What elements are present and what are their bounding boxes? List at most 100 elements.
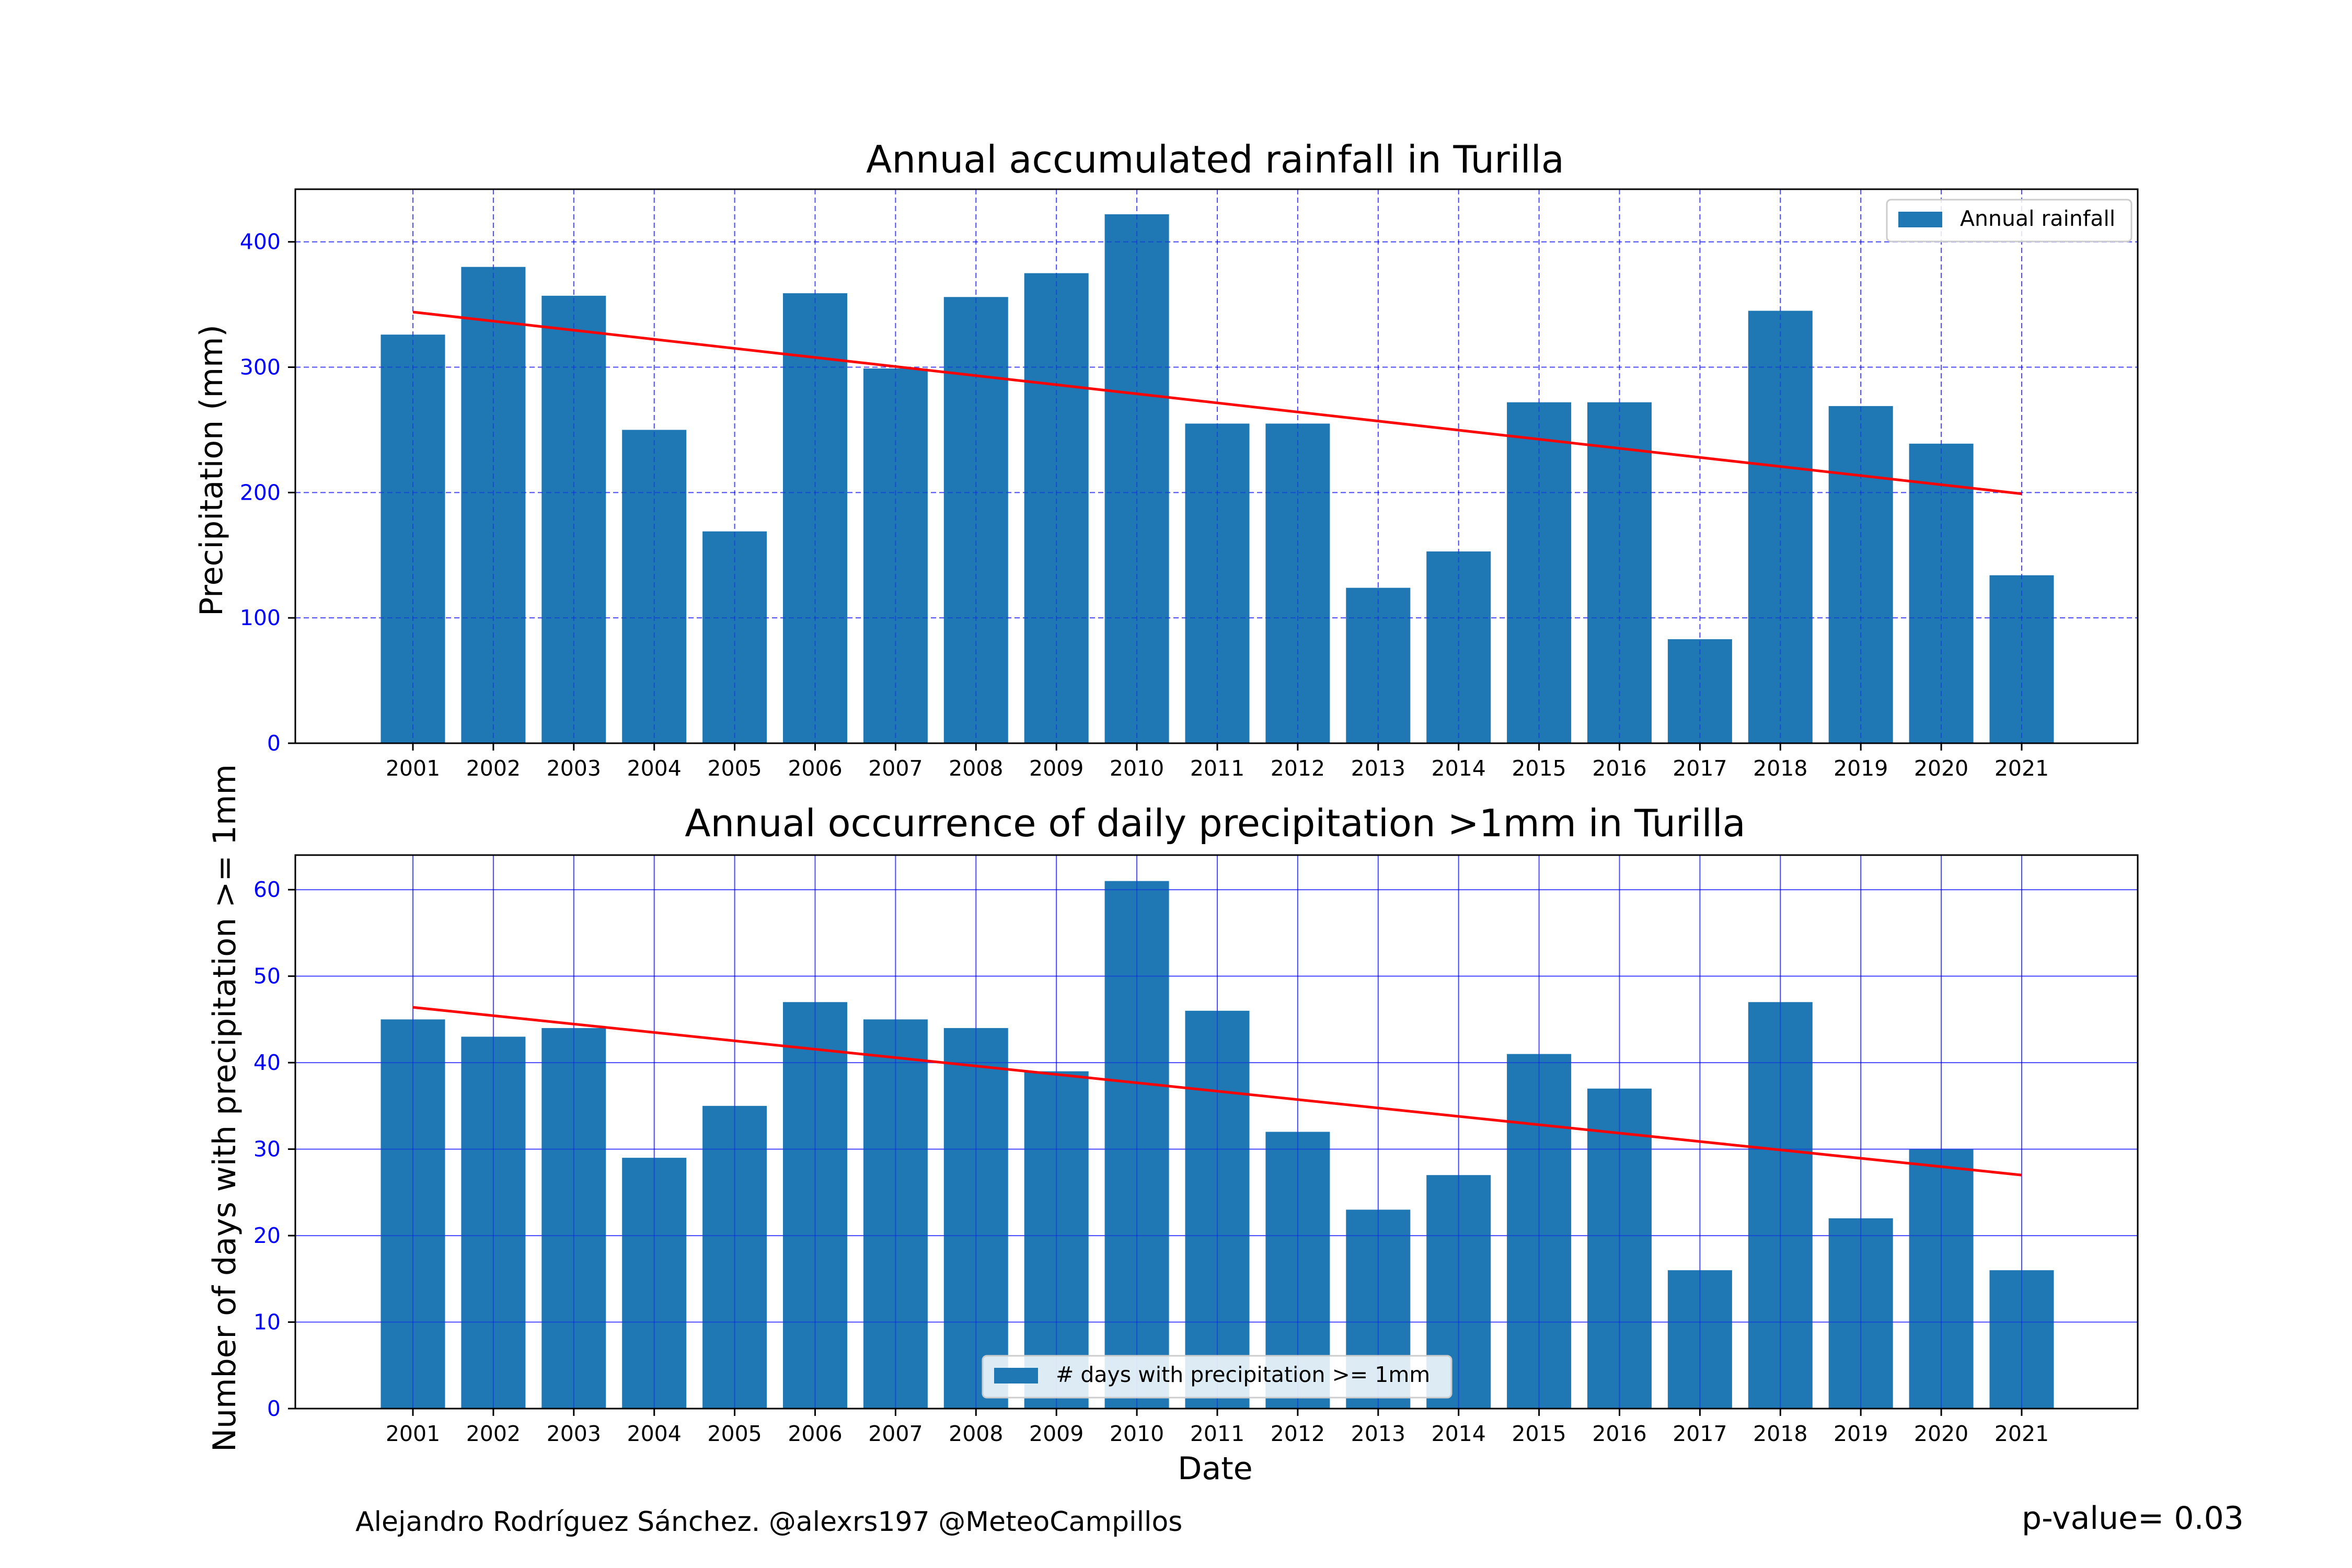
days-bar [622, 1158, 687, 1409]
rainfall-xtick-label: 2011 [1190, 756, 1244, 781]
days-ytick-label: 50 [253, 964, 281, 989]
days-xtick-label: 2008 [949, 1421, 1003, 1446]
rainfall-xtick-label: 2005 [707, 756, 762, 781]
rainfall-xtick-label: 2008 [949, 756, 1003, 781]
days-bar [541, 1028, 606, 1409]
days-ytick-label: 60 [253, 877, 281, 902]
rainfall-bar [1667, 639, 1732, 743]
days-xlabel: Date [1178, 1450, 1252, 1487]
days-bar [863, 1019, 928, 1409]
rainfall-ylabel: Precipitation (mm) [193, 325, 230, 616]
rainfall-xtick-label: 2009 [1029, 756, 1083, 781]
days-xtick-label: 2003 [547, 1421, 601, 1446]
days-bar [1828, 1218, 1893, 1409]
author-credit: Alejandro Rodríguez Sánchez. @alexrs197 … [355, 1506, 1183, 1538]
days-xtick-label: 2018 [1753, 1421, 1807, 1446]
days-trend-line [412, 1006, 2022, 1177]
days-ylabel: Number of days with precipitation >= 1mm [206, 764, 243, 1452]
rainfall-ytick-label: 300 [240, 355, 281, 380]
days-plot-frame [294, 854, 2139, 1410]
rainfall-bar [1828, 406, 1893, 743]
days-legend-swatch [994, 1368, 1038, 1383]
rainfall-bar [1265, 423, 1330, 743]
rainfall-bar [1587, 402, 1652, 743]
days-chart-title: Annual occurrence of daily precipitation… [685, 801, 1745, 845]
days-xtick-label: 2014 [1432, 1421, 1486, 1446]
rainfall-ytick-label: 0 [267, 731, 281, 756]
rainfall-xtick-label: 2018 [1753, 756, 1807, 781]
days-axes: 0 10 20 30 40 50 60 2001 2002 2003 2004 2005 2006 200… [253, 854, 2139, 1446]
days-xtick-label: 2002 [466, 1421, 521, 1446]
days-legend-label: # days with precipitation >= 1mm [1056, 1362, 1430, 1387]
days-xtick-label: 2010 [1110, 1421, 1164, 1446]
days-xtick-label: 2006 [788, 1421, 842, 1446]
rainfall-legend: Annual rainfall [1886, 199, 2132, 243]
rainfall-xtick-label: 2001 [386, 756, 440, 781]
days-xtick-label: 2001 [386, 1421, 440, 1446]
days-bar [381, 1019, 445, 1409]
days-xtick-label: 2013 [1351, 1421, 1405, 1446]
rainfall-bar [1909, 443, 1974, 743]
days-bar [702, 1105, 767, 1409]
days-xtick-label: 2005 [707, 1421, 762, 1446]
rainfall-xtick-label: 2017 [1673, 756, 1727, 781]
rainfall-bar [541, 295, 606, 743]
rainfall-xtick-label: 2013 [1351, 756, 1405, 781]
rainfall-legend-label: Annual rainfall [1960, 206, 2115, 231]
rainfall-bar [702, 531, 767, 743]
days-bar [943, 1028, 1008, 1409]
rainfall-bar [381, 335, 445, 743]
days-ytick-label: 0 [267, 1396, 281, 1421]
days-xtick-label: 2012 [1271, 1421, 1325, 1446]
rainfall-bar [1426, 551, 1491, 743]
rainfall-bar [461, 267, 526, 744]
days-xtick-label: 2007 [868, 1421, 923, 1446]
p-value-text: p-value= 0.03 [2022, 1500, 2244, 1537]
days-ytick-label: 40 [253, 1050, 281, 1075]
days-bar [1024, 1071, 1089, 1409]
rainfall-xtick-label: 2019 [1834, 756, 1888, 781]
days-ytick-label: 20 [253, 1223, 281, 1248]
rainfall-xtick-label: 2003 [547, 756, 601, 781]
rainfall-chart: Annual accumulated rainfall in Turilla 0… [193, 137, 2139, 781]
days-bar [1667, 1270, 1732, 1409]
rainfall-xtick-label: 2002 [466, 756, 521, 781]
rainfall-bar [1346, 587, 1411, 743]
rainfall-legend-box [1886, 199, 2132, 243]
rainfall-bar [1024, 273, 1089, 743]
days-bar [783, 1002, 847, 1409]
days-xtick-label: 2011 [1190, 1421, 1244, 1446]
days-bar [1587, 1088, 1652, 1409]
rainfall-ytick-label: 400 [240, 229, 281, 255]
days-xtick-label: 2004 [627, 1421, 682, 1446]
rainfall-bars [295, 189, 2138, 744]
rainfall-bar [622, 430, 687, 743]
days-bar [1909, 1149, 1974, 1409]
days-legend-box [982, 1355, 1452, 1399]
days-xtick-label: 2015 [1512, 1421, 1566, 1446]
days-legend: # days with precipitation >= 1mm [982, 1355, 1452, 1399]
days-bar [1748, 1002, 1813, 1409]
days-xtick-label: 2009 [1029, 1421, 1083, 1446]
days-bar [1185, 1010, 1250, 1409]
days-bar [1104, 881, 1169, 1409]
days-xtick-label: 2019 [1834, 1421, 1888, 1446]
rainfall-bar [863, 368, 928, 743]
days-chart: Annual occurrence of daily precipitation… [206, 764, 2139, 1487]
rainfall-xtick-label: 2021 [1994, 756, 2049, 781]
rainfall-xtick-label: 2007 [868, 756, 923, 781]
days-bar [461, 1036, 526, 1409]
rainfall-xtick-label: 2014 [1432, 756, 1486, 781]
rainfall-plot-frame [294, 188, 2139, 744]
rainfall-xtick-label: 2006 [788, 756, 842, 781]
rainfall-xtick-label: 2020 [1914, 756, 1968, 781]
days-bars [295, 855, 2138, 1409]
days-xtick-label: 2020 [1914, 1421, 1968, 1446]
rainfall-trend-line [412, 310, 2022, 495]
days-bar [1989, 1270, 2054, 1409]
rainfall-xtick-label: 2016 [1592, 756, 1646, 781]
rainfall-bar [1507, 402, 1572, 743]
rainfall-ytick-label: 100 [240, 605, 281, 630]
rainfall-xtick-label: 2012 [1271, 756, 1325, 781]
rainfall-bar [1104, 214, 1169, 743]
